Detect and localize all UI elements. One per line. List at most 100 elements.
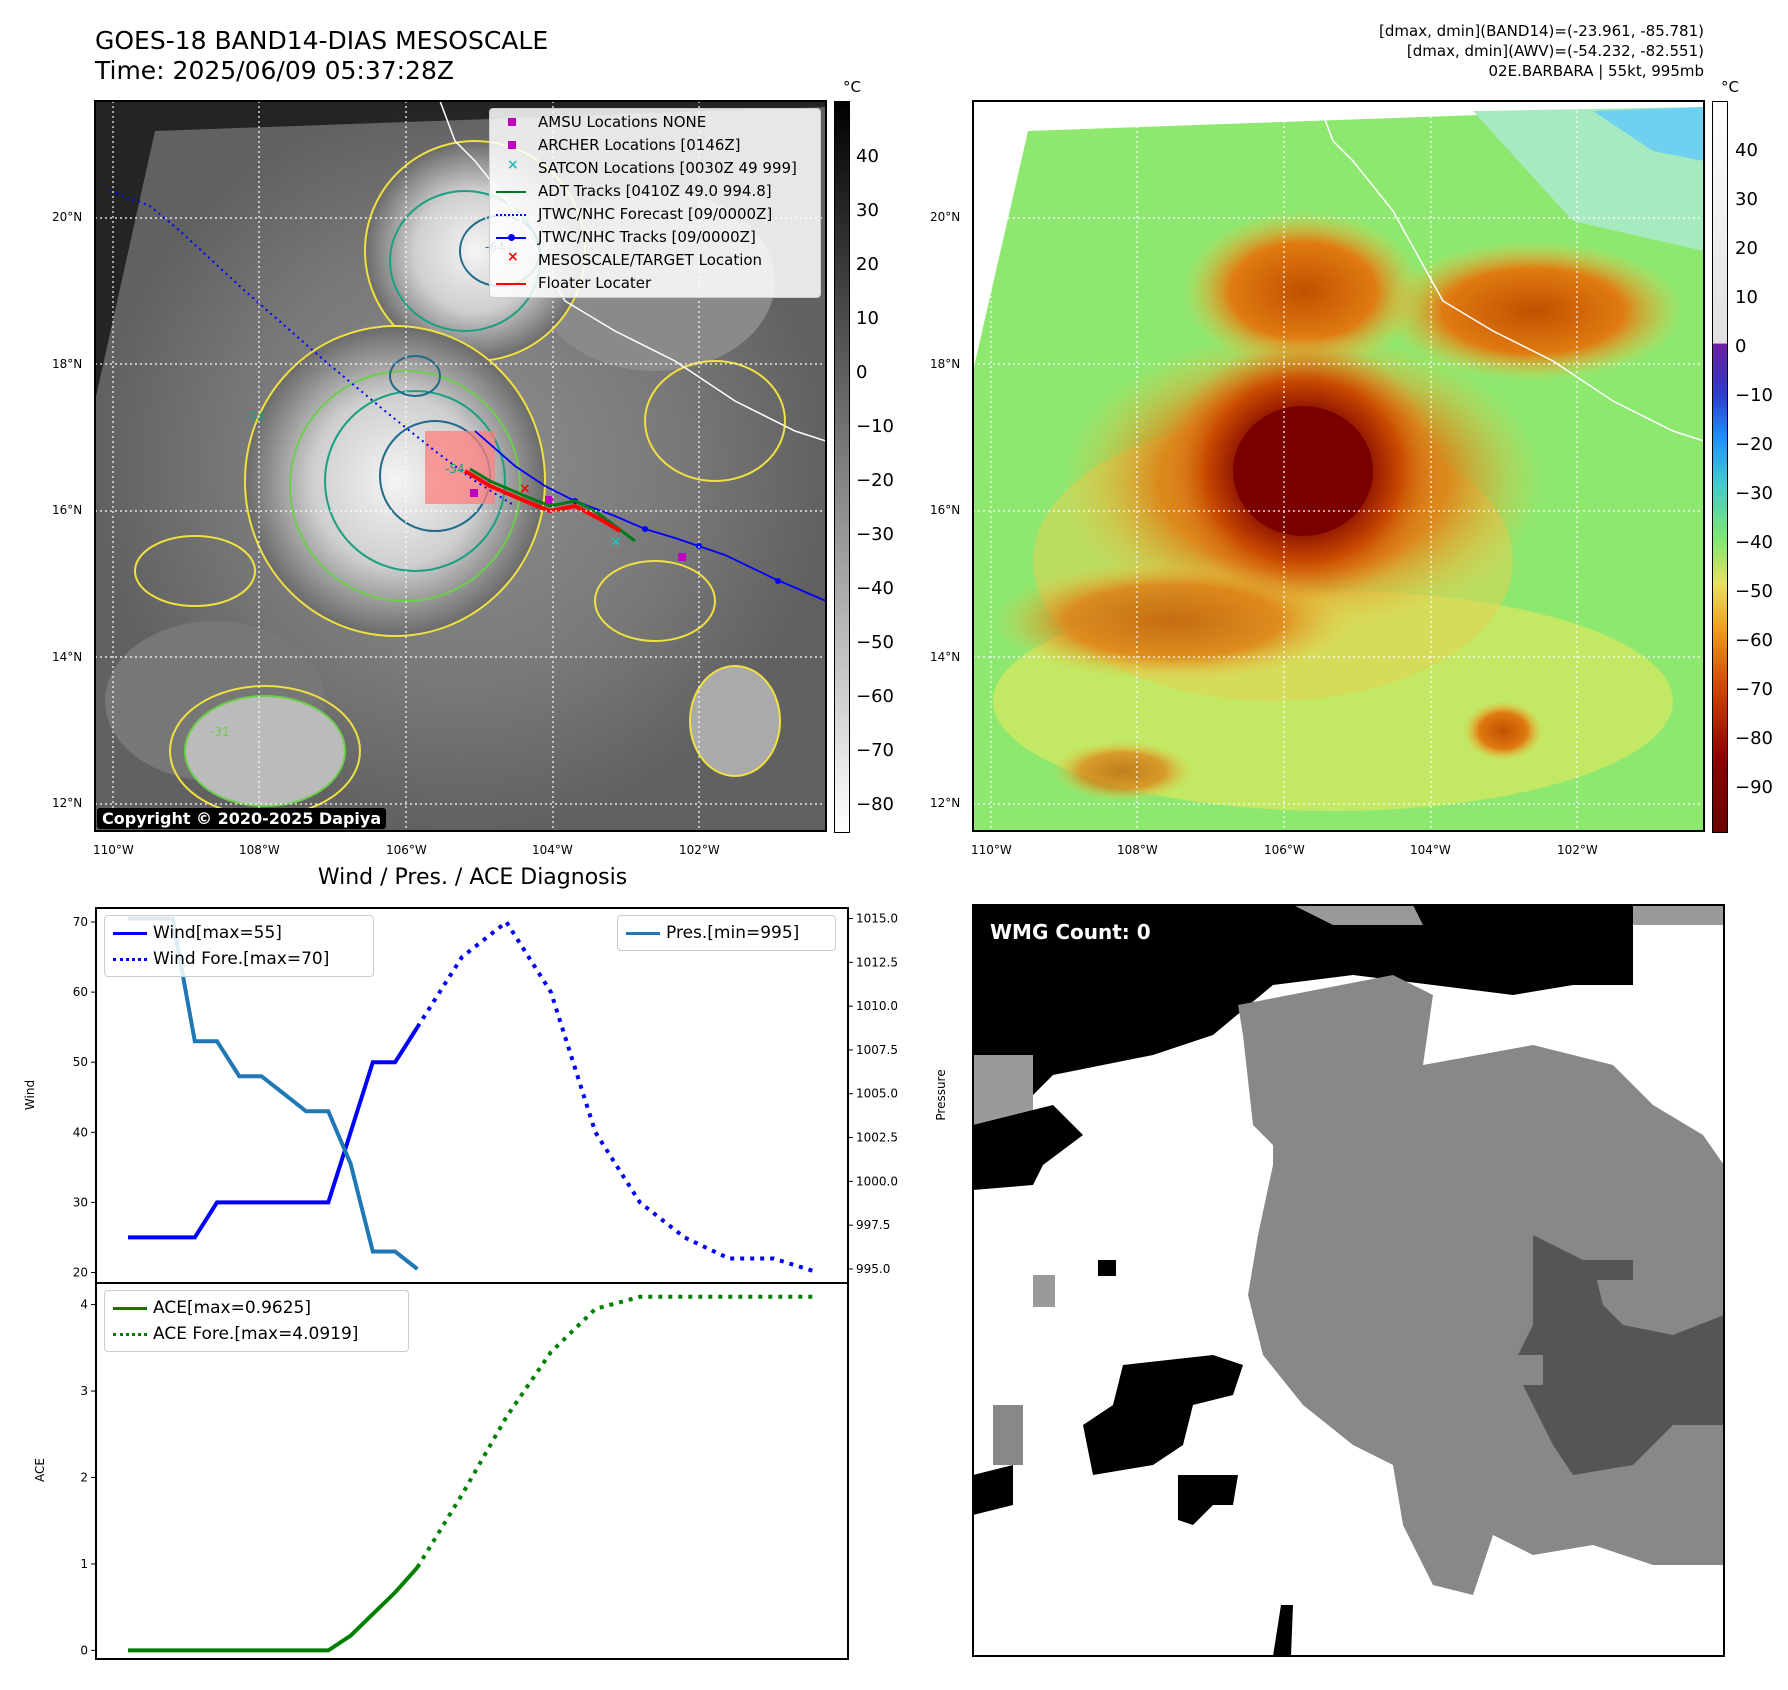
awv-lat-label-20n: 20°N	[930, 210, 961, 224]
wind-ytick-tick-label: 50	[73, 1055, 88, 1069]
legend-wind-fore: Wind Fore.[max=70]	[105, 948, 373, 970]
dmax-band14: [dmax, dmin](BAND14)=(-23.961, -85.781)	[1379, 22, 1704, 40]
diagnosis-title: Wind / Pres. / ACE Diagnosis	[317, 865, 628, 890]
legend-floater: Floater Locater	[490, 273, 820, 295]
ace-ylabel: ACE	[33, 1458, 47, 1482]
lon-label-104w: 104°W	[532, 843, 573, 857]
awv-map	[973, 101, 1704, 831]
legend-wind-label: Wind[max=55]	[153, 923, 282, 943]
legend-archer-label: ARCHER Locations [0146Z]	[538, 136, 741, 154]
awv-lon-label-110w: 110°W	[971, 843, 1012, 857]
wind-ytick-tick-label: 20	[73, 1265, 88, 1279]
diagnosis-chart: 203040506070995.0997.51000.01002.51005.0…	[23, 907, 948, 1660]
wind-ylabel: Wind	[23, 1080, 37, 1110]
ace-ytick-tick-label: 2	[80, 1470, 88, 1484]
pres-ytick-tick-label: 1005.0	[856, 1087, 898, 1101]
legend-pres-label: Pres.[min=995]	[666, 923, 800, 943]
band14-cb-tick-10: 10	[856, 308, 879, 329]
awv-cb-tick-20: 20	[1735, 238, 1758, 259]
legend-wind-fore-label: Wind Fore.[max=70]	[153, 949, 330, 969]
legend-mesoscale-label: MESOSCALE/TARGET Location	[538, 251, 763, 269]
awv-lat-label-18n: 18°N	[930, 357, 961, 371]
lat-label-20n: 20°N	[52, 210, 83, 224]
series-line-ace-1	[415, 1294, 818, 1569]
mesoscale-x-icon: ×	[507, 249, 519, 265]
awv-cb-tick-30: 30	[1735, 189, 1758, 210]
legend-ace-fore: ACE Fore.[max=4.0919]	[105, 1323, 408, 1345]
pres-ytick-tick-label: 1012.5	[856, 955, 898, 969]
awv-lat-label-14n: 14°N	[930, 650, 961, 664]
pres-ytick-tick-label: 1000.0	[856, 1174, 898, 1188]
band14-colorbar-unit: °C	[843, 78, 861, 96]
wind-ytick-tick-label: 70	[73, 915, 88, 929]
band14-cb-tick-0: 0	[856, 362, 868, 383]
lon-label-108w: 108°W	[239, 843, 280, 857]
wind-pressure-panel: 20 30 40 50 60 70 995.0 997.5 1000.0 1002.5 1005.0…	[73, 912, 898, 1280]
wmg-count-badge: WMG Count: 0	[983, 917, 1158, 947]
legend-jtwc-forecast: JTWC/NHC Forecast [09/0000Z]	[490, 204, 820, 226]
wind-legend: Wind[max=55] Wind Fore.[max=70]	[104, 915, 374, 977]
wind-solid-icon	[113, 932, 147, 935]
archer-marker-icon	[508, 141, 516, 149]
legend-mesoscale: × MESOSCALE/TARGET Location	[490, 249, 820, 272]
track-dot-icon	[508, 234, 515, 241]
awv-map-frame	[972, 100, 1705, 832]
awv-cb-tick-m60: −60	[1735, 630, 1773, 651]
adt-line-icon	[496, 191, 526, 193]
awv-cb-tick-m90: −90	[1735, 777, 1773, 798]
ace-ytick-tick-label: 4	[80, 1298, 88, 1312]
copyright-badge: Copyright © 2020-2025 Dapiya	[97, 808, 387, 829]
band14-cb-tick-m30: −30	[856, 524, 894, 545]
awv-lat-label-16n: 16°N	[930, 503, 961, 517]
ace-dotted-icon	[113, 1333, 147, 1336]
wind-ytick-tick-label: 60	[73, 985, 88, 999]
storm-info: 02E.BARBARA | 55kt, 995mb	[1488, 62, 1704, 80]
legend-floater-label: Floater Locater	[538, 274, 652, 292]
legend-adt-label: ADT Tracks [0410Z 49.0 994.8]	[538, 182, 772, 200]
pressure-legend: Pres.[min=995]	[617, 915, 836, 951]
band14-colorbar	[834, 101, 850, 833]
legend-ace-label: ACE[max=0.9625]	[153, 1298, 311, 1318]
band14-cb-tick-40: 40	[856, 146, 879, 167]
band14-map-frame	[94, 100, 827, 832]
chart-title: GOES-18 BAND14-DIAS MESOSCALE	[95, 26, 549, 55]
ace-panel-frame	[95, 1282, 849, 1660]
ace-ytick-tick-label: 1	[80, 1557, 88, 1571]
awv-cb-tick-m50: −50	[1735, 581, 1773, 602]
band14-cb-tick-m60: −60	[856, 686, 894, 707]
ace-panel: 0 1 2 3 4	[80, 1294, 818, 1657]
legend-ace-fore-label: ACE Fore.[max=4.0919]	[153, 1324, 359, 1344]
pres-ytick-tick-label: 995.0	[856, 1262, 890, 1276]
pres-ytick-tick-label: 1015.0	[856, 912, 898, 926]
lat-label-14n: 14°N	[52, 650, 83, 664]
pres-solid-icon	[626, 932, 660, 935]
floater-line-icon	[496, 283, 526, 285]
awv-cb-tick-10: 10	[1735, 287, 1758, 308]
series-line-wind-0	[128, 1026, 420, 1240]
legend-amsu-label: AMSU Locations NONE	[538, 113, 707, 131]
band14-cb-tick-m50: −50	[856, 632, 894, 653]
lon-label-106w: 106°W	[386, 843, 427, 857]
pres-ytick-tick-label: 1007.5	[856, 1043, 898, 1057]
awv-cb-tick-m30: −30	[1735, 483, 1773, 504]
lat-label-16n: 16°N	[52, 503, 83, 517]
lon-label-102w: 102°W	[679, 843, 720, 857]
svg-text:-54: -54	[245, 410, 265, 424]
pressure-ylabel: Pressure	[934, 1069, 948, 1120]
awv-colorbar-unit: °C	[1721, 78, 1739, 96]
awv-cb-tick-m70: −70	[1735, 679, 1773, 700]
wind-ytick-tick-label: 30	[73, 1195, 88, 1209]
ace-legend: ACE[max=0.9625] ACE Fore.[max=4.0919]	[104, 1290, 409, 1352]
awv-lon-label-102w: 102°W	[1557, 843, 1598, 857]
awv-colorbar	[1712, 101, 1728, 833]
svg-text:×: ×	[519, 481, 531, 497]
wmg-frame	[972, 904, 1725, 1657]
svg-text:-54: -54	[445, 462, 465, 476]
satcon-x-icon: ×	[507, 157, 519, 173]
band14-cb-tick-m10: −10	[856, 416, 894, 437]
legend-ace: ACE[max=0.9625]	[105, 1297, 408, 1319]
legend-archer: ARCHER Locations [0146Z]	[490, 135, 820, 157]
awv-cb-tick-0: 0	[1735, 336, 1747, 357]
map-legend: AMSU Locations NONE ARCHER Locations [01…	[489, 108, 821, 298]
legend-adt: ADT Tracks [0410Z 49.0 994.8]	[490, 181, 820, 203]
